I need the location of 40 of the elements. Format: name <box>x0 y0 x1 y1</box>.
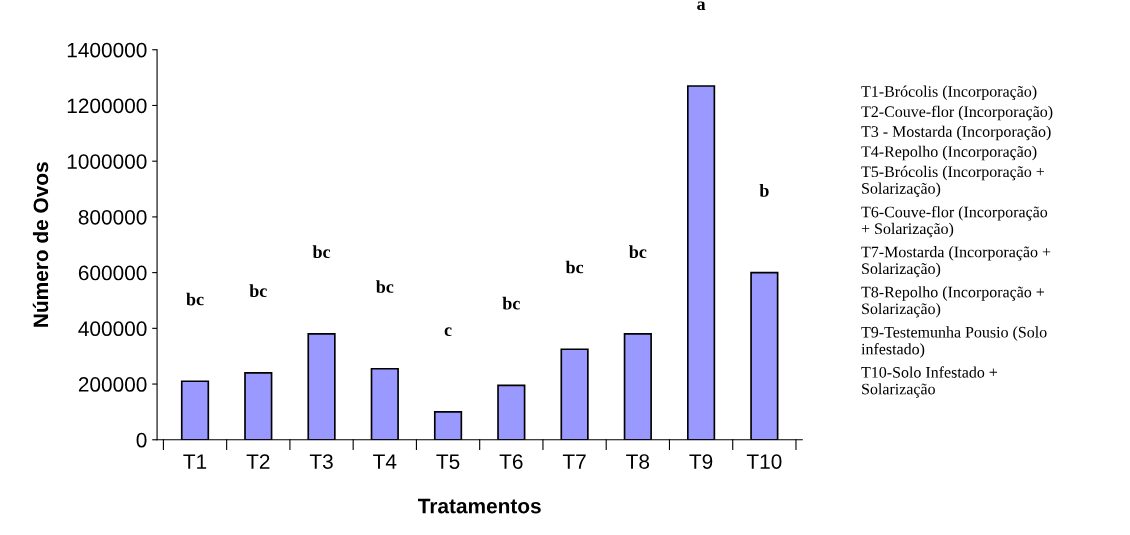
x-tick-label: T2 <box>246 454 270 469</box>
annotation: bc <box>629 245 647 259</box>
y-tick-label: 200000 <box>78 377 147 392</box>
y-tick-label: 800000 <box>78 209 147 225</box>
x-tick-label: T10 <box>746 454 782 469</box>
text: T9-Testemunha Pousio (Solo infestado) <box>861 326 1047 358</box>
y-tick-label: 0 <box>136 432 147 448</box>
annotation: bc <box>502 296 520 310</box>
x-tick-label: T5 <box>436 454 460 469</box>
text: T5-Brócolis (Incorporação + Solarização) <box>861 165 1045 198</box>
x-tick-label: T8 <box>626 454 650 469</box>
x-tick-label: T6 <box>499 454 523 469</box>
x-tick-label: T3 <box>309 454 333 469</box>
annotation: bc <box>565 260 584 274</box>
text: T8-Repolho (Incorporação + Solarização) <box>861 286 1045 318</box>
text: T2-Couve-flor (Incorporação) <box>861 105 1053 121</box>
text: T1-Brócolis (Incorporação) <box>861 85 1037 101</box>
annotation: bc <box>186 292 204 306</box>
x-axis-title: Tratamentos <box>417 498 541 514</box>
x-tick-label: T1 <box>183 454 207 469</box>
text: T10-Solo Infestado + Solarização <box>861 366 998 398</box>
text: T4-Repolho (Incorporação) <box>861 145 1037 161</box>
y-axis-title: Número de Ovos <box>32 162 49 327</box>
annotation: bc <box>312 245 331 259</box>
text: T7-Mostarda (Incorporação + Solarização) <box>861 246 1051 278</box>
annotation: b <box>759 184 769 197</box>
x-tick-label: T7 <box>562 454 586 469</box>
text: a <box>697 1 706 11</box>
y-tick-label: 400000 <box>78 321 147 337</box>
x-tick-label: T4 <box>373 454 397 469</box>
y-tick-label: 600000 <box>78 265 147 281</box>
x-tick-label: T9 <box>689 454 713 469</box>
text: T6-Couve-flor (Incorporação + Solarização) <box>861 205 1048 238</box>
annotation: c <box>444 327 452 337</box>
y-tick-label: 1200000 <box>67 98 147 114</box>
y-tick-label: 1400000 <box>67 42 147 58</box>
y-tick-label: 1000000 <box>67 154 147 169</box>
annotation: bc <box>376 280 394 293</box>
text: T3 - Mostarda (Incorporação) <box>861 125 1051 141</box>
annotation: bc <box>249 284 267 298</box>
